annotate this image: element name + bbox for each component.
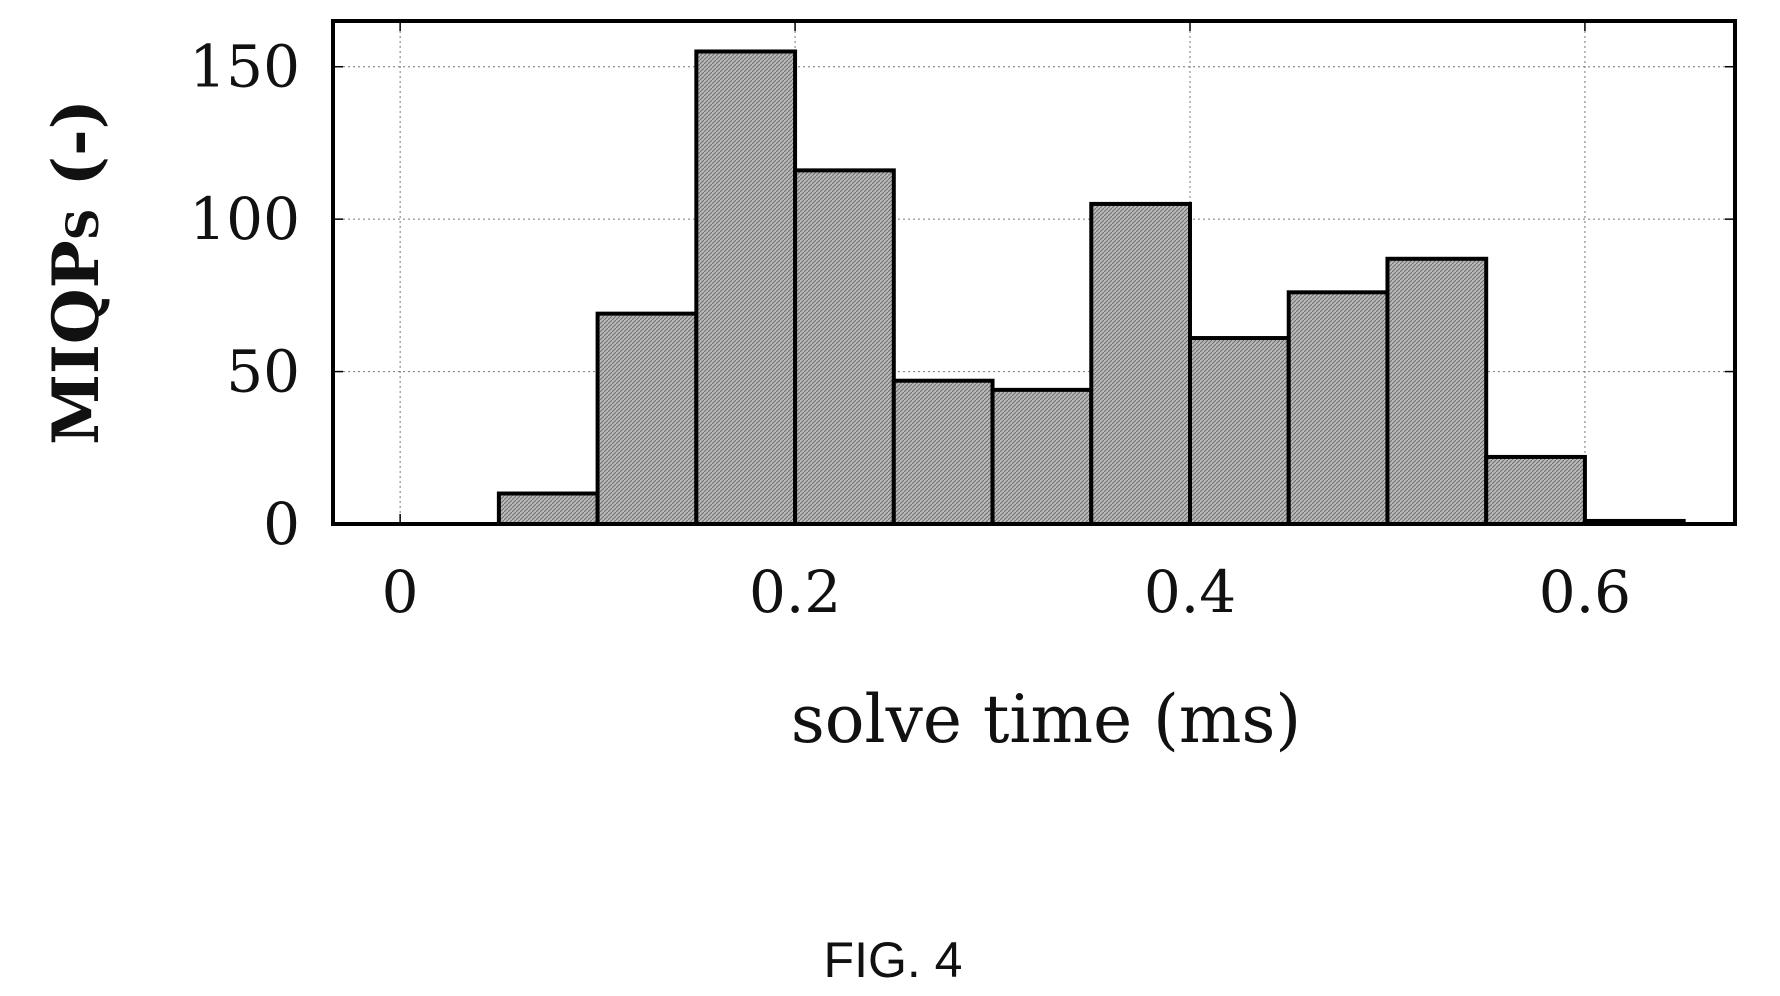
histogram-bar-9 bbox=[1286, 290, 1390, 526]
y-axis-label: MIQPS (-) bbox=[39, 99, 114, 445]
histogram-bar-3 bbox=[694, 49, 798, 526]
x-tick-label-3: 0.6 bbox=[1539, 558, 1631, 626]
histogram-bar-11 bbox=[1484, 454, 1587, 526]
x-tick-label-2: 0.4 bbox=[1144, 558, 1236, 626]
y-tick-label-3: 150 bbox=[189, 33, 300, 101]
y-tick-label-1: 50 bbox=[226, 338, 300, 406]
histogram-bar-1 bbox=[496, 491, 600, 526]
x-tick-label-0: 0 bbox=[382, 558, 419, 626]
histogram-bar-5 bbox=[891, 378, 995, 527]
histogram-bar-7 bbox=[1089, 201, 1192, 526]
histogram-bar-8 bbox=[1187, 336, 1291, 526]
x-axis-label: solve time (ms) bbox=[791, 681, 1301, 758]
histogram-bar-6 bbox=[990, 387, 1094, 526]
tick-labels: 0 0.2 0.4 0.6 0 50 100 150 bbox=[189, 33, 1631, 626]
y-tick-label-0: 0 bbox=[263, 490, 300, 558]
figure-caption: FIG. 4 bbox=[824, 932, 963, 988]
y-tick-label-2: 100 bbox=[189, 185, 300, 253]
histogram-bar-4 bbox=[793, 168, 896, 526]
plot-frame bbox=[331, 19, 1737, 526]
x-tick-label-1: 0.2 bbox=[749, 558, 841, 626]
histogram-bar-2 bbox=[595, 311, 699, 526]
histogram-bars bbox=[496, 49, 1686, 527]
histogram-bar-10 bbox=[1385, 256, 1489, 526]
